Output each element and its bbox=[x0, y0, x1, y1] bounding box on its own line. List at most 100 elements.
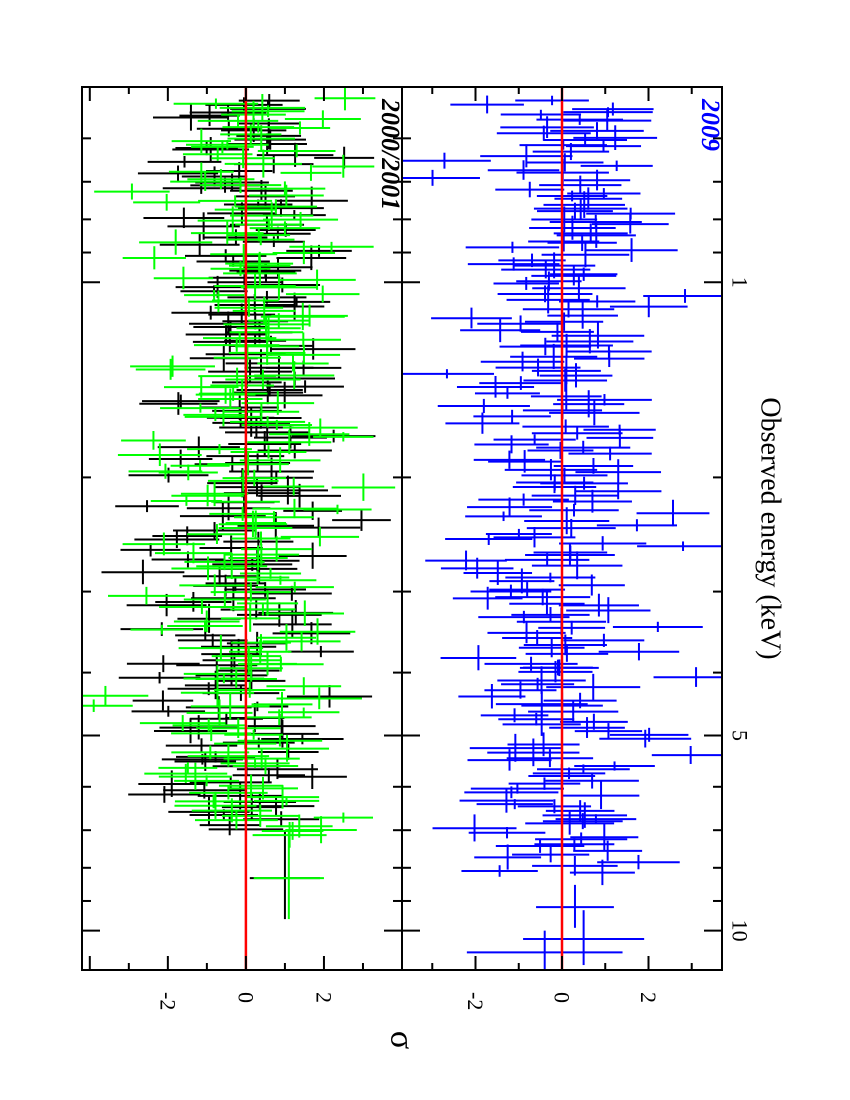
error-bar-2009 bbox=[525, 645, 609, 662]
error-bar-2009 bbox=[512, 846, 590, 863]
error-bar-2009 bbox=[474, 387, 540, 399]
error-bar-2001 bbox=[245, 734, 330, 762]
error-bar-2009 bbox=[502, 712, 581, 736]
error-bar-2009 bbox=[580, 160, 653, 172]
error-bar-2009 bbox=[597, 854, 680, 870]
error-bar-2001 bbox=[207, 469, 279, 492]
error-bar-2001 bbox=[167, 620, 243, 632]
error-bar-2001 bbox=[173, 610, 240, 633]
error-bar-2009 bbox=[521, 467, 608, 483]
error-bar-2001 bbox=[171, 128, 232, 154]
error-bar-2001 bbox=[227, 776, 299, 800]
error-bar-2001 bbox=[153, 266, 214, 290]
error-bar-2000 bbox=[153, 718, 228, 744]
error-bar-2001 bbox=[197, 206, 268, 235]
error-bar-2000 bbox=[159, 233, 240, 256]
error-bar-2009 bbox=[558, 593, 639, 617]
error-bar-2009 bbox=[510, 343, 598, 370]
error-bar-2009 bbox=[473, 409, 551, 423]
error-bar-2009 bbox=[563, 169, 631, 191]
error-bar-2009 bbox=[539, 175, 622, 195]
error-bar-2001 bbox=[209, 506, 276, 521]
error-bar-2001 bbox=[230, 445, 307, 459]
error-bar-2001 bbox=[260, 302, 345, 331]
error-bar-2001 bbox=[187, 444, 252, 455]
error-bar-2009 bbox=[527, 441, 594, 459]
error-bar-2009 bbox=[495, 838, 585, 853]
error-bar-2001 bbox=[184, 407, 263, 427]
y-tick-label: 2 bbox=[636, 992, 661, 1003]
error-bar-2000 bbox=[189, 712, 263, 726]
error-bar-2000 bbox=[138, 770, 206, 797]
error-bar-2001 bbox=[228, 340, 306, 365]
error-bar-2001 bbox=[214, 298, 284, 317]
error-bar-2001 bbox=[189, 785, 268, 800]
error-bar-2009 bbox=[538, 620, 606, 635]
error-bar-2009 bbox=[489, 582, 566, 597]
error-bar-2009 bbox=[402, 169, 480, 186]
error-bar-2000 bbox=[132, 690, 194, 711]
error-bar-2009 bbox=[566, 597, 651, 624]
error-bar-2001 bbox=[188, 290, 249, 313]
error-bar-2000 bbox=[204, 229, 268, 246]
error-bar-2001 bbox=[218, 516, 293, 539]
error-bar-2001 bbox=[256, 624, 317, 651]
error-bar-2009 bbox=[440, 645, 517, 671]
error-bar-2009 bbox=[520, 333, 613, 357]
error-bar-2001 bbox=[237, 590, 299, 616]
error-bar-2001 bbox=[215, 646, 282, 674]
error-bar-2001 bbox=[224, 729, 283, 740]
y-axis-label: σ bbox=[384, 1031, 421, 1049]
error-bar-2009 bbox=[487, 738, 580, 767]
error-bar-2009 bbox=[572, 102, 654, 116]
error-bar-2001 bbox=[184, 553, 265, 571]
error-bar-2009 bbox=[553, 223, 628, 243]
error-bar-2009 bbox=[445, 533, 533, 545]
series-2009 bbox=[402, 95, 722, 970]
error-bar-2001 bbox=[171, 725, 252, 742]
error-bar-2000 bbox=[131, 705, 206, 717]
error-bar-2009 bbox=[574, 723, 643, 740]
error-bar-2000 bbox=[126, 593, 207, 617]
error-bar-2009 bbox=[523, 368, 608, 392]
error-bar-2001 bbox=[237, 734, 323, 747]
error-bar-2001 bbox=[160, 403, 241, 413]
error-bar-2001 bbox=[159, 599, 245, 614]
error-bar-2009 bbox=[502, 630, 573, 646]
y-tick-label: -2 bbox=[463, 992, 488, 1010]
error-bar-2009 bbox=[573, 840, 643, 861]
error-bar-2001 bbox=[272, 241, 336, 265]
error-bar-2009 bbox=[506, 749, 594, 768]
error-bar-2009 bbox=[559, 536, 647, 551]
error-bar-2001-outlier-0 bbox=[253, 830, 324, 920]
error-bar-2009 bbox=[524, 507, 610, 535]
error-bar-2009 bbox=[532, 275, 626, 301]
error-bar-2001 bbox=[280, 527, 360, 547]
error-bar-2009-outlier-1 bbox=[466, 930, 623, 970]
error-bar-2001 bbox=[246, 709, 312, 726]
error-bar-2000 bbox=[175, 140, 238, 156]
error-bar-2009 bbox=[545, 800, 615, 822]
error-bar-2000 bbox=[153, 103, 229, 131]
error-bar-2009 bbox=[591, 214, 669, 234]
error-bar-2000 bbox=[101, 559, 185, 585]
error-bar-2001 bbox=[244, 575, 317, 585]
error-bar-2009 bbox=[575, 459, 662, 485]
error-bar-2000 bbox=[258, 483, 342, 508]
error-bar-2000 bbox=[177, 633, 248, 647]
error-bar-2001 bbox=[285, 816, 357, 844]
error-bar-2001 bbox=[150, 496, 223, 506]
error-bar-2009-outlier-0 bbox=[523, 910, 645, 966]
error-bar-2000 bbox=[147, 155, 222, 168]
error-bar-2001 bbox=[133, 193, 201, 211]
error-bar-2009 bbox=[563, 109, 652, 132]
error-bar-2000 bbox=[128, 786, 201, 803]
error-bar-2001 bbox=[312, 154, 375, 178]
error-bar-2009 bbox=[487, 160, 560, 180]
error-bar-2001 bbox=[221, 804, 299, 827]
error-bar-2000 bbox=[276, 245, 347, 271]
error-bar-2000 bbox=[277, 763, 347, 790]
error-bar-2001 bbox=[139, 229, 213, 255]
y-tick-labels: 2 0 -2 2 0 -2 bbox=[155, 992, 661, 1010]
error-bar-2000 bbox=[165, 738, 238, 753]
